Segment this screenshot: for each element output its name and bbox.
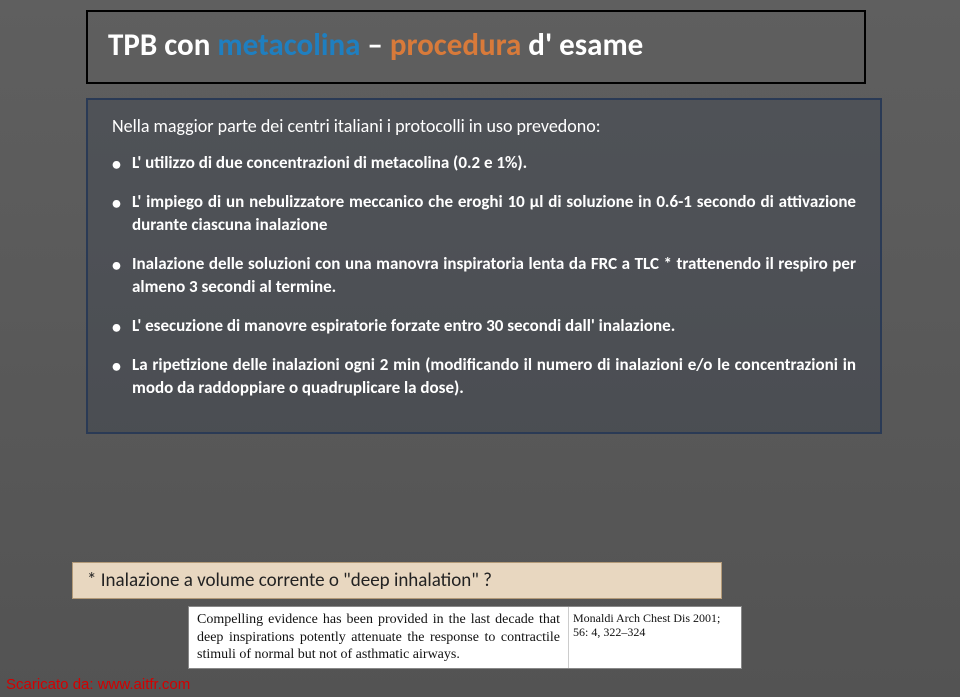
note-box: * Inalazione a volume corrente o "deep i…	[72, 562, 722, 599]
bullet-list: L' utilizzo di due concentrazioni di met…	[112, 152, 856, 400]
title-box: TPB con metacolina – procedura d' esame	[86, 10, 866, 84]
list-item: La ripetizione delle inalazioni ogni 2 m…	[112, 354, 856, 400]
clip-text: Compelling evidence has been provided in…	[189, 607, 568, 668]
list-item: L' esecuzione di manovre espiratorie for…	[112, 315, 856, 338]
footer-text: Scaricato da: www.aitfr.com	[6, 676, 190, 693]
title-part5: d' esame	[521, 26, 643, 64]
title-accent-blue: metacolina	[217, 26, 360, 64]
note-text: * Inalazione a volume corrente o "deep i…	[87, 569, 492, 592]
list-item: L' utilizzo di due concentrazioni di met…	[112, 152, 856, 175]
title-part3: –	[360, 26, 389, 64]
list-item: L' impiego di un nebulizzatore meccanico…	[112, 191, 856, 237]
title-part1: TPB con	[108, 26, 217, 64]
list-item: Inalazione delle soluzioni con una manov…	[112, 253, 856, 299]
intro-text: Nella maggior parte dei centri italiani …	[112, 114, 856, 138]
title-accent-orange: procedura	[390, 26, 521, 64]
content-box: Nella maggior parte dei centri italiani …	[86, 98, 882, 434]
slide: TPB con metacolina – procedura d' esame …	[0, 0, 960, 697]
citation-clip: Compelling evidence has been provided in…	[188, 606, 742, 669]
clip-citation: Monaldi Arch Chest Dis 2001; 56: 4, 322–…	[568, 607, 741, 668]
